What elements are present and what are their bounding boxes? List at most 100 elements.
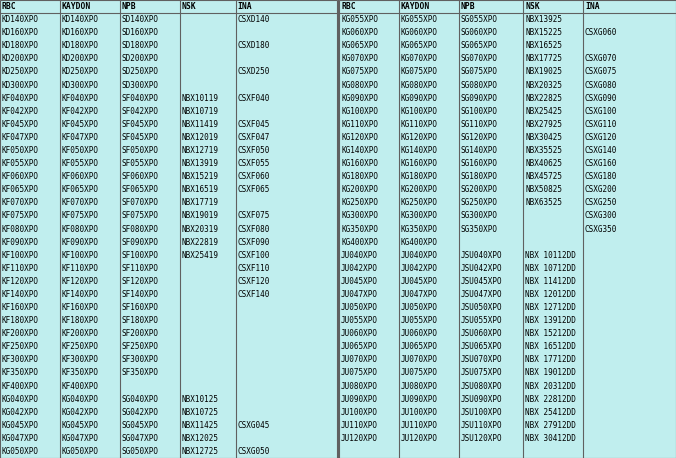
Text: JSU055XPO: JSU055XPO	[461, 316, 502, 325]
Text: CSXG080: CSXG080	[585, 81, 617, 90]
Text: SF075XPO: SF075XPO	[122, 212, 159, 220]
Text: JSU070XPO: JSU070XPO	[461, 355, 502, 365]
Text: CSXG110: CSXG110	[585, 120, 617, 129]
Text: KF060XPO: KF060XPO	[2, 172, 39, 181]
Text: KF140XPO: KF140XPO	[62, 290, 99, 299]
Text: NBX 11412DD: NBX 11412DD	[525, 277, 576, 286]
Text: NBX50825: NBX50825	[525, 185, 562, 194]
Text: KG120XPO: KG120XPO	[341, 133, 378, 142]
Text: CSXF100: CSXF100	[237, 251, 270, 260]
Bar	[0, 0, 337, 458]
Text: KD250XPO: KD250XPO	[2, 67, 39, 76]
Text: KG300XPO: KG300XPO	[341, 212, 378, 220]
Text: JSU080XPO: JSU080XPO	[461, 382, 502, 391]
Text: JU120XPO: JU120XPO	[341, 434, 378, 443]
Text: KG350XPO: KG350XPO	[401, 224, 438, 234]
Text: NBX17725: NBX17725	[525, 55, 562, 63]
Text: KG180XPO: KG180XPO	[341, 172, 378, 181]
Text: KG075XPO: KG075XPO	[401, 67, 438, 76]
Text: JU110XPO: JU110XPO	[341, 421, 378, 430]
Text: SF350XPO: SF350XPO	[122, 368, 159, 377]
Text: KF200XPO: KF200XPO	[62, 329, 99, 338]
Text: SF045XPO: SF045XPO	[122, 120, 159, 129]
Text: CSXG300: CSXG300	[585, 212, 617, 220]
Text: KF065XPO: KF065XPO	[2, 185, 39, 194]
Text: JU050XPO: JU050XPO	[341, 303, 378, 312]
Text: CSXG350: CSXG350	[585, 224, 617, 234]
Text: KF060XPO: KF060XPO	[62, 172, 99, 181]
Text: SF110XPO: SF110XPO	[122, 264, 159, 273]
Text: NBX15219: NBX15219	[182, 172, 219, 181]
Text: JU090XPO: JU090XPO	[341, 395, 378, 403]
Text: NBX22819: NBX22819	[182, 238, 219, 246]
Text: KF400XPO: KF400XPO	[62, 382, 99, 391]
Text: CSXF045: CSXF045	[237, 120, 270, 129]
Text: CSXF110: CSXF110	[237, 264, 270, 273]
Text: INA: INA	[237, 2, 252, 11]
Text: NBX12019: NBX12019	[182, 133, 219, 142]
Text: KF042XPO: KF042XPO	[2, 107, 39, 116]
Text: KG045XPO: KG045XPO	[62, 421, 99, 430]
Text: KF120XPO: KF120XPO	[62, 277, 99, 286]
Text: SF045XPO: SF045XPO	[122, 133, 159, 142]
Text: KD180XPO: KD180XPO	[62, 41, 99, 50]
Text: KG100XPO: KG100XPO	[341, 107, 378, 116]
Text: KF400XPO: KF400XPO	[2, 382, 39, 391]
Text: JSU040XPO: JSU040XPO	[461, 251, 502, 260]
Text: KD300XPO: KD300XPO	[2, 81, 39, 90]
Text: NBX63525: NBX63525	[525, 198, 562, 207]
Text: KG300XPO: KG300XPO	[401, 212, 438, 220]
Text: KG075XPO: KG075XPO	[341, 67, 378, 76]
Text: CSXG200: CSXG200	[585, 185, 617, 194]
Text: NBX12725: NBX12725	[182, 447, 219, 456]
Text: CSXG250: CSXG250	[585, 198, 617, 207]
Text: KF070XPO: KF070XPO	[2, 198, 39, 207]
Text: NBX16519: NBX16519	[182, 185, 219, 194]
Text: SD160XPO: SD160XPO	[122, 28, 159, 37]
Text: JU110XPO: JU110XPO	[401, 421, 438, 430]
Text: SG045XPO: SG045XPO	[122, 421, 159, 430]
Text: KG042XPO: KG042XPO	[2, 408, 39, 417]
Text: KD200XPO: KD200XPO	[2, 55, 39, 63]
Text: NBX22825: NBX22825	[525, 93, 562, 103]
Text: NBX10125: NBX10125	[182, 395, 219, 403]
Text: SD140XPO: SD140XPO	[122, 15, 159, 24]
Text: NBX 30412DD: NBX 30412DD	[525, 434, 576, 443]
Text: KD160XPO: KD160XPO	[2, 28, 39, 37]
Text: CSXD180: CSXD180	[237, 41, 270, 50]
Text: CSXG060: CSXG060	[585, 28, 617, 37]
Text: KG090XPO: KG090XPO	[341, 93, 378, 103]
Text: NBX 20312DD: NBX 20312DD	[525, 382, 576, 391]
Text: KG100XPO: KG100XPO	[401, 107, 438, 116]
Text: KF120XPO: KF120XPO	[2, 277, 39, 286]
Text: KG040XPO: KG040XPO	[62, 395, 99, 403]
Text: KG140XPO: KG140XPO	[401, 146, 438, 155]
Text: SG047XPO: SG047XPO	[122, 434, 159, 443]
Text: CSXG120: CSXG120	[585, 133, 617, 142]
Text: JU047XPO: JU047XPO	[341, 290, 378, 299]
Text: NBX 27912DD: NBX 27912DD	[525, 421, 576, 430]
Text: SG100XPO: SG100XPO	[461, 107, 498, 116]
Text: CSXG180: CSXG180	[585, 172, 617, 181]
Text: JU047XPO: JU047XPO	[401, 290, 438, 299]
Text: SF090XPO: SF090XPO	[122, 238, 159, 246]
Text: NBX 10712DD: NBX 10712DD	[525, 264, 576, 273]
Text: KG180XPO: KG180XPO	[401, 172, 438, 181]
Text: NBX40625: NBX40625	[525, 159, 562, 168]
Text: KG040XPO: KG040XPO	[2, 395, 39, 403]
Text: KF055XPO: KF055XPO	[2, 159, 39, 168]
Text: NBX25425: NBX25425	[525, 107, 562, 116]
Text: NBX 19012DD: NBX 19012DD	[525, 368, 576, 377]
Text: KF080XPO: KF080XPO	[2, 224, 39, 234]
Text: KAYDON: KAYDON	[62, 2, 91, 11]
Text: KF350XPO: KF350XPO	[2, 368, 39, 377]
Text: JU080XPO: JU080XPO	[341, 382, 378, 391]
Text: KF100XPO: KF100XPO	[2, 251, 39, 260]
Text: KG050XPO: KG050XPO	[62, 447, 99, 456]
Text: SG042XPO: SG042XPO	[122, 408, 159, 417]
Text: JSU045XPO: JSU045XPO	[461, 277, 502, 286]
Text: JSU042XPO: JSU042XPO	[461, 264, 502, 273]
Text: JU060XPO: JU060XPO	[401, 329, 438, 338]
Text: CSXF060: CSXF060	[237, 172, 270, 181]
Text: KF180XPO: KF180XPO	[2, 316, 39, 325]
